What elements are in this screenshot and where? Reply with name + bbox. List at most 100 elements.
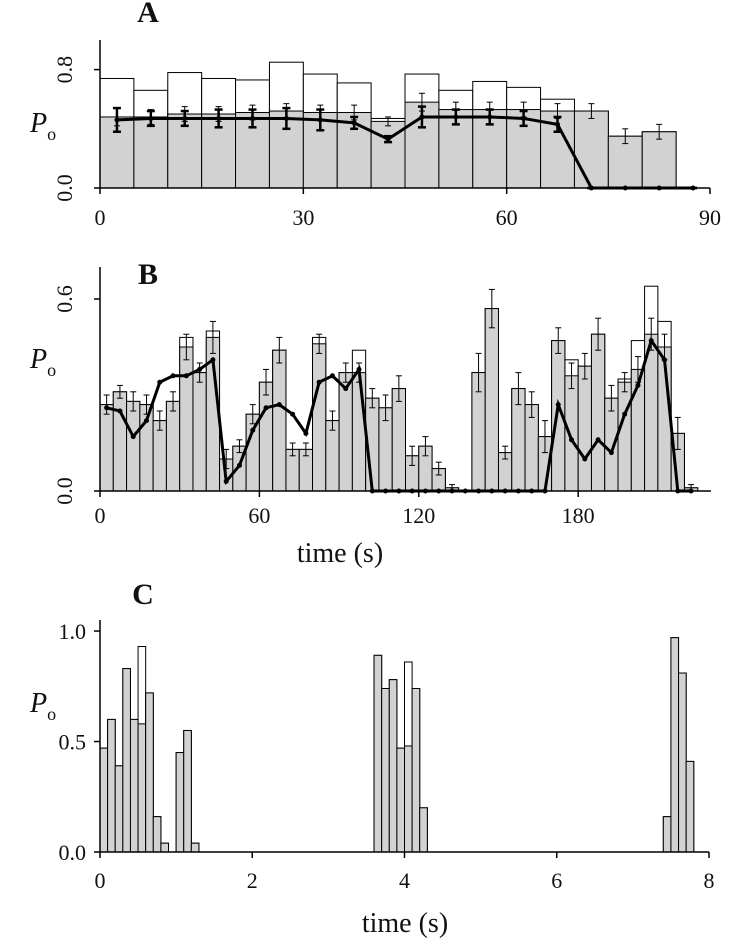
y-label-sub: o <box>47 360 56 380</box>
bar <box>152 420 167 492</box>
x-tick-label: 8 <box>704 868 715 893</box>
x-tick-label: 180 <box>562 503 595 528</box>
error-bar <box>528 391 535 418</box>
line-point <box>183 373 189 379</box>
line-point <box>582 456 588 462</box>
bar <box>165 400 181 492</box>
bar <box>114 765 124 853</box>
bar <box>137 723 147 853</box>
bar <box>122 668 131 853</box>
line-point <box>648 338 654 344</box>
y-tick-label: 1.0 <box>59 619 87 644</box>
line-point <box>351 120 357 126</box>
line-point <box>290 411 296 417</box>
bar <box>577 365 592 492</box>
bar <box>129 718 139 853</box>
line-point <box>622 411 628 417</box>
error-bar <box>116 384 123 399</box>
bar <box>662 816 672 853</box>
line-point <box>276 402 282 408</box>
panel-label: C <box>132 578 154 611</box>
line-point <box>216 115 222 121</box>
bar <box>351 372 367 492</box>
error-bar <box>409 445 416 466</box>
x-tick-label: 90 <box>699 205 721 230</box>
x-tick-label: 0 <box>95 503 106 528</box>
error-bar <box>196 362 203 383</box>
error-bar <box>422 436 429 457</box>
line-point <box>114 117 120 123</box>
panel-label: A <box>137 0 159 29</box>
y-label-main: P <box>29 108 47 139</box>
bar <box>373 654 383 853</box>
y-tick-label: 0.0 <box>52 477 77 505</box>
y-label-sub: o <box>47 124 56 144</box>
line-point <box>487 114 493 120</box>
x-tick-label: 60 <box>248 503 270 528</box>
x-tick-label: 120 <box>402 503 435 528</box>
bar <box>152 816 162 853</box>
y-tick-label: 0.8 <box>52 56 77 84</box>
error-bar <box>156 410 163 431</box>
bar <box>99 404 114 492</box>
line-point <box>419 114 425 120</box>
line-point <box>283 115 289 121</box>
error-bar <box>475 352 482 393</box>
error-bar <box>608 384 615 412</box>
error-bar <box>435 461 442 476</box>
line-point <box>385 136 391 142</box>
error-bar <box>302 442 309 457</box>
x-tick-label: 60 <box>496 205 518 230</box>
bar <box>641 131 677 189</box>
line-point <box>329 373 335 379</box>
bar <box>617 381 632 492</box>
error-bar <box>183 333 190 361</box>
line-point <box>521 115 527 121</box>
bar <box>312 343 327 492</box>
panel-label: B <box>138 258 158 291</box>
line-point <box>316 379 322 385</box>
line-point <box>303 430 309 436</box>
error-bar <box>369 388 376 409</box>
x-tick-label: 4 <box>399 868 410 893</box>
bar <box>179 346 194 492</box>
error-bar <box>276 336 283 364</box>
bar <box>133 116 169 189</box>
x-tick-label: 30 <box>292 205 314 230</box>
bar <box>99 747 109 853</box>
error-bar <box>263 368 270 396</box>
error-bar <box>209 320 216 354</box>
error-bar <box>103 394 110 415</box>
error-bar <box>342 362 349 383</box>
y-axis-label: Po <box>29 344 56 380</box>
line-point <box>143 418 149 424</box>
error-bar <box>568 362 575 390</box>
bar <box>175 752 185 853</box>
bar <box>112 391 128 492</box>
error-bar <box>249 404 256 425</box>
bar <box>419 807 428 853</box>
bar <box>564 375 579 492</box>
bar <box>258 381 274 492</box>
error-bar <box>581 352 588 380</box>
bar <box>145 692 154 853</box>
bar <box>381 687 390 853</box>
error-bar <box>488 288 495 329</box>
error-bar <box>622 128 629 145</box>
y-axis-label: Po <box>29 108 56 144</box>
bar <box>107 718 116 853</box>
bar <box>590 333 606 492</box>
line-point <box>223 478 229 484</box>
error-bar <box>621 372 628 393</box>
bar <box>685 760 695 853</box>
error-bar <box>515 372 522 406</box>
error-bar <box>395 375 402 402</box>
y-label-main: P <box>29 688 47 719</box>
bar <box>183 729 192 853</box>
x-axis-label: time (s) <box>297 538 383 569</box>
error-bar <box>674 416 681 450</box>
x-tick-label: 0 <box>95 868 106 893</box>
bar <box>160 842 170 853</box>
line-point <box>117 408 123 414</box>
